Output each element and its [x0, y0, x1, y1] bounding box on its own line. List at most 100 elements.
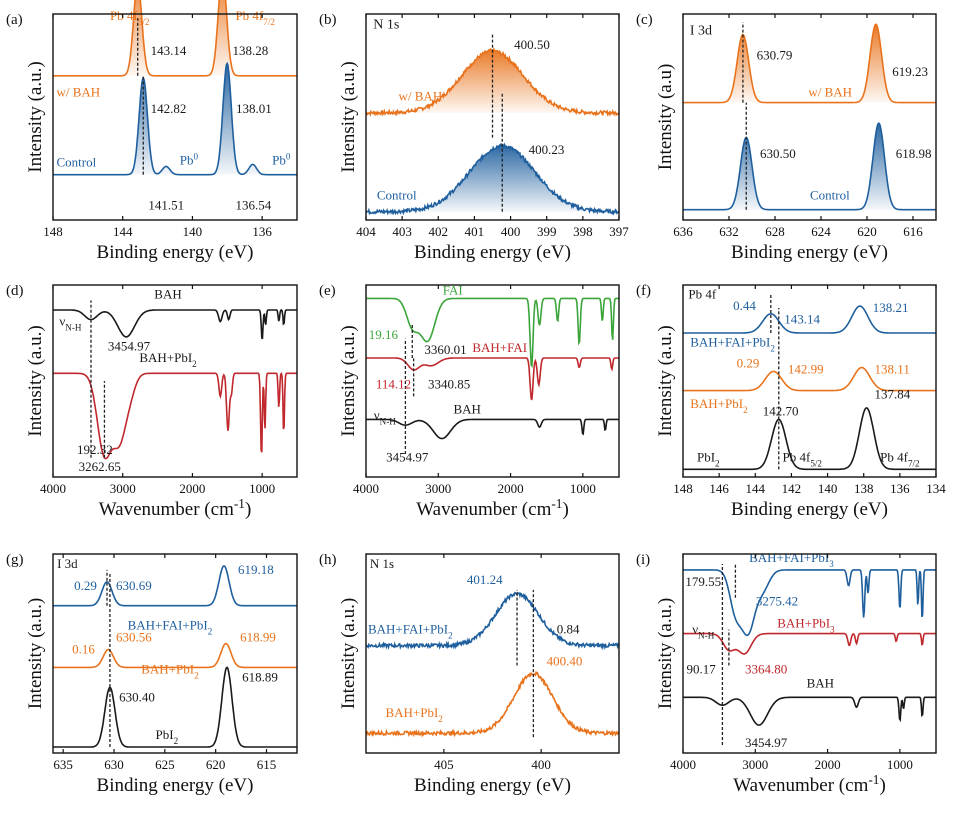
series-line-PbI2: [53, 666, 297, 748]
x-tick-label: 4000: [670, 757, 696, 772]
series-line-BAH+FAI: [366, 357, 619, 401]
series-line-BAH+PbI2: [683, 366, 936, 392]
annotation: Pb 4f7/2: [880, 450, 920, 469]
y-axis-label: Intensity (a.u): [655, 64, 676, 171]
x-tick-label: 620: [206, 757, 226, 772]
y-axis-label: Intensity (a.u.): [25, 61, 46, 172]
x-tick-label: 144: [746, 481, 766, 496]
annotation: BAH+PbI2: [385, 705, 443, 724]
annotation: 400.23: [529, 142, 565, 157]
series-line-BAH+FAI+PbI2: [683, 569, 936, 637]
y-axis-label: Intensity (a.u.): [655, 598, 676, 709]
series-line-w/ BAH: [53, 0, 297, 77]
annotation: BAH+FAI+PbI2: [128, 618, 213, 637]
annotation: Control: [810, 187, 850, 202]
panel-b: N 1s 400.50 w/ BAH 400.23 Control 404 403 402 40…: [319, 12, 629, 263]
annotation: BAH+PbI2: [690, 396, 748, 415]
x-tick-label: 625: [155, 757, 175, 772]
series-line-w/ BAH: [683, 23, 936, 104]
annotation: w/ BAH: [808, 84, 852, 99]
x-tick-label: 2000: [815, 757, 841, 772]
annotation: Pb 4f5/2: [783, 450, 823, 469]
panel-letter: (b): [319, 12, 337, 28]
series-line-Control: [365, 142, 620, 216]
x-axis-label: Binding energy (eV): [97, 775, 254, 796]
annotation: 619.18: [238, 562, 274, 577]
annotation: 401.24: [467, 572, 503, 587]
x-tick-label: 2000: [498, 481, 524, 496]
series-line-BAH+PbI2: [53, 371, 297, 460]
x-tick-label: 615: [257, 757, 277, 772]
annotation: 142.70: [763, 404, 799, 419]
annotation: 0.16: [72, 642, 95, 657]
x-tick-label: 136: [890, 481, 910, 496]
annotation: 630.56: [116, 630, 152, 645]
x-tick-label: 630: [104, 757, 124, 772]
x-tick-label: 620: [857, 224, 877, 239]
panel-f: Pb 4f 0.44 143.14 138.21 BAH+FAI+PbI2 0.29 142…: [636, 283, 946, 520]
annotation: 619.23: [892, 64, 928, 79]
series-line-BAH+FAI+PbI2: [365, 591, 620, 651]
panel-letter: (f): [636, 283, 651, 299]
annotation: 0.44: [733, 298, 756, 313]
annotation: BAH+PbI2: [141, 661, 199, 680]
annotation: 142.99: [788, 361, 824, 376]
series-fill-w/ BAH: [683, 24, 936, 103]
x-tick-label: 136: [252, 224, 272, 239]
annotation: 630.79: [757, 47, 793, 62]
series-line-BAH: [683, 696, 936, 726]
panel-letter: (g): [6, 552, 24, 568]
annotation: 0.29: [737, 356, 760, 371]
x-tick-label: 398: [573, 224, 593, 239]
annotation: Pb 4f7/2: [235, 8, 275, 27]
annotation: 3454.97: [745, 735, 788, 750]
annotation: I 3d: [690, 24, 712, 39]
series-line-BAH+FAI+PbI2: [53, 565, 297, 607]
x-tick-label: 3000: [110, 481, 136, 496]
x-axis-label: Binding energy (eV): [731, 499, 888, 520]
x-tick-label: 1000: [249, 481, 275, 496]
x-tick-label: 624: [811, 224, 831, 239]
panel-letter: (c): [636, 12, 653, 28]
annotation: I 3d: [57, 556, 78, 571]
x-tick-label: 1000: [570, 481, 596, 496]
annotation: 138.01: [236, 101, 272, 116]
annotation: 3340.85: [428, 377, 470, 392]
x-tick-label: 402: [429, 224, 449, 239]
annotation: BAH+FAI: [472, 340, 527, 355]
annotation: 136.54: [236, 198, 272, 213]
annotation: 143.14: [784, 311, 820, 326]
x-tick-label: 2000: [179, 481, 205, 496]
x-tick-label: 403: [392, 224, 412, 239]
annotation: Pb 4f: [688, 286, 716, 301]
annotation: Control: [377, 187, 417, 202]
plot-frame: [682, 13, 937, 221]
annotation: BAH+FAI+PbI2: [368, 622, 453, 641]
annotation: 142.82: [151, 101, 187, 116]
annotation: νN-H: [59, 313, 81, 332]
annotation: 3454.97: [108, 338, 151, 353]
panel-a: Pb 4f5/2 Pb 4f7/2 143.14 138.28 w/ BAH 142.82…: [6, 0, 298, 263]
x-tick-label: 404: [356, 224, 376, 239]
series-line-Control: [53, 61, 297, 176]
annotation: 0.29: [74, 578, 97, 593]
panel-c: I 3d 630.79 619.23 w/ BAH 630.50 618.98 Contro…: [636, 12, 937, 263]
series-line-PbI2: [683, 407, 936, 471]
plot-frame: [365, 13, 620, 221]
x-tick-label: 3000: [425, 481, 451, 496]
annotation: 618.99: [240, 630, 276, 645]
annotation: BAH: [154, 286, 181, 301]
panel-letter: (i): [636, 552, 650, 568]
annotation: νN-H: [374, 407, 396, 426]
series-line-FAI: [366, 297, 619, 368]
annotation: 114.12: [376, 377, 411, 392]
annotation: 137.84: [875, 386, 911, 401]
plot-frame: [52, 13, 298, 221]
annotation: BAH+FAI+PbI2: [690, 334, 775, 353]
series-line-BAH+PbI3: [683, 632, 936, 655]
annotation: 3454.97: [386, 450, 429, 465]
annotation: 3275.42: [756, 594, 798, 609]
y-axis-label: Intensity (a.u.): [25, 325, 46, 436]
annotation: N 1s: [370, 556, 394, 571]
